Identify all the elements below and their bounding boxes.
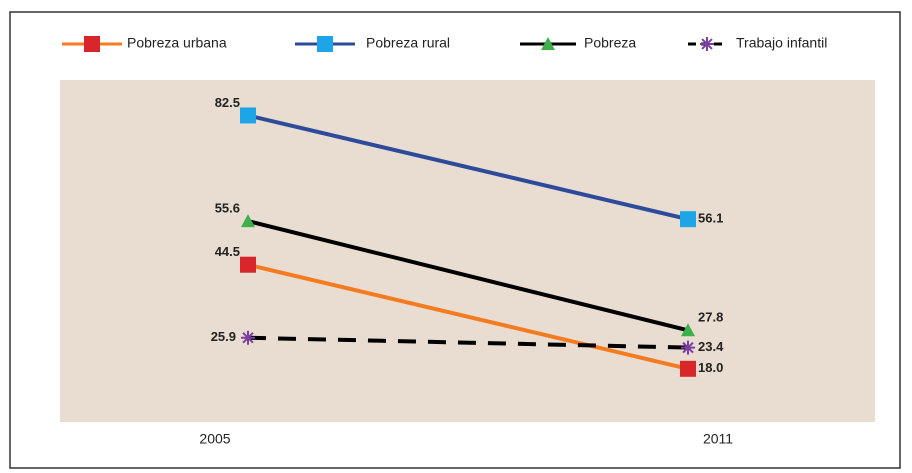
value-label: 55.6: [215, 201, 240, 216]
legend-label: Trabajo infantil: [736, 35, 827, 51]
x-tick-label: 2005: [199, 431, 230, 447]
legend-label: Pobreza rural: [366, 35, 450, 51]
marker: [681, 340, 695, 355]
legend-label: Pobreza urbana: [127, 35, 227, 51]
value-label: 23.4: [698, 339, 724, 354]
legend-label: Pobreza: [584, 35, 636, 51]
marker: [680, 211, 696, 228]
value-label: 82.5: [215, 95, 240, 110]
plot-area: [60, 80, 875, 422]
marker: [241, 214, 255, 228]
legend-marker: [84, 36, 100, 52]
value-label: 18.0: [698, 360, 723, 375]
value-label: 25.9: [211, 329, 236, 344]
marker: [241, 330, 255, 345]
series-line: [247, 335, 689, 350]
value-label: 27.8: [698, 310, 723, 325]
marker: [240, 107, 256, 124]
series-line: [247, 113, 689, 222]
x-tick-label: 2011: [703, 431, 733, 447]
marker: [681, 323, 695, 337]
legend-marker: [317, 36, 333, 52]
marker: [240, 256, 256, 273]
value-label: 56.1: [698, 211, 723, 226]
legend-marker: [541, 37, 555, 50]
series-line: [247, 262, 689, 371]
series-line: [247, 219, 689, 333]
marker: [680, 360, 696, 377]
legend-marker: [700, 37, 714, 51]
value-label: 44.5: [215, 244, 240, 259]
